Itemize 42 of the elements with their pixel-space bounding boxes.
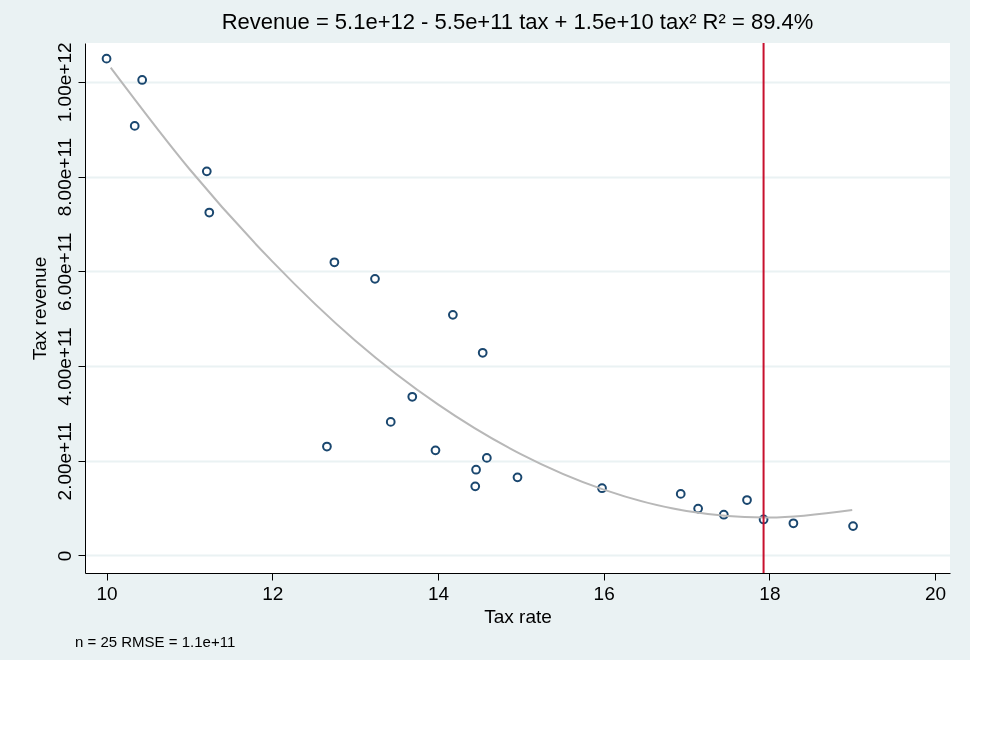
x-tick-label: 14 [427, 582, 450, 604]
y-tick-label: 0 [53, 550, 75, 562]
point [204, 207, 215, 218]
point [329, 257, 340, 268]
point [430, 445, 441, 456]
point [477, 347, 488, 358]
y-tick-label: 8.00e+11 [53, 137, 75, 217]
point [718, 509, 729, 520]
y-tick-label: 1.00e+12 [53, 42, 75, 123]
x-tick-label: 20 [925, 582, 947, 604]
chart-title: Revenue = 5.1e+12 - 5.5e+11 tax + 1.5e+10 tax² R² = 89.4% [221, 8, 814, 34]
point [758, 514, 769, 525]
y-tick-label: 6.00e+11 [53, 232, 75, 311]
point [512, 472, 523, 483]
x-axis-title: Tax rate [484, 605, 552, 627]
point [481, 453, 492, 463]
point [201, 166, 212, 177]
point [407, 391, 418, 402]
point [322, 441, 332, 452]
x-tick-label: 12 [262, 582, 284, 604]
x-tick-label: 18 [759, 582, 781, 604]
point [137, 75, 148, 85]
point [448, 310, 458, 320]
point [788, 518, 799, 529]
point [470, 481, 481, 492]
point [129, 121, 140, 131]
point [370, 274, 380, 284]
point [693, 503, 703, 514]
x-tick-label: 10 [96, 582, 118, 604]
y-axis-title: Tax revenue [28, 256, 50, 361]
point [471, 464, 481, 475]
point [101, 53, 112, 64]
point [385, 417, 396, 427]
point [597, 483, 607, 494]
point [848, 521, 858, 531]
line-series [109, 66, 854, 519]
y-tick-label: 4.00e+11 [53, 327, 75, 406]
point [675, 489, 686, 499]
y-tick-label: 2.00e+11 [53, 422, 75, 501]
x-tick-label: 16 [593, 582, 615, 604]
text: n = 25 RMSE = 1.1e+11 [75, 633, 236, 650]
point [742, 495, 752, 505]
